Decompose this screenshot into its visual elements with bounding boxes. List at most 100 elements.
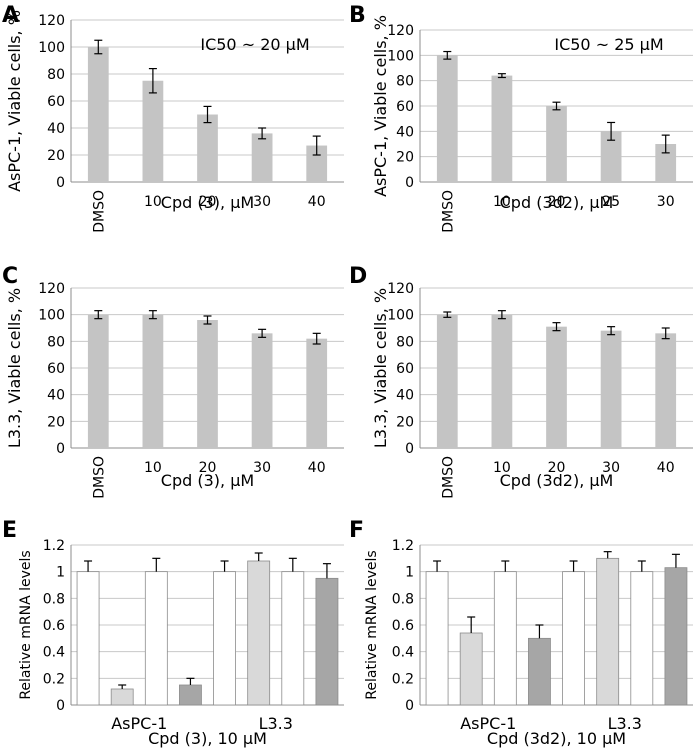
y-tick-label: 40 — [47, 121, 65, 137]
y-tick-label: 80 — [396, 334, 414, 350]
x-tick-label: 30 — [253, 460, 271, 476]
y-tick-label: 0 — [405, 441, 414, 457]
y-tick-label: 120 — [38, 13, 65, 29]
bar — [76, 571, 100, 706]
bar — [436, 55, 458, 183]
panel-b: B 0 20 40 60 80 100 120 DMSO 10 20 25 30 Cpd (3d2), μ… — [349, 3, 693, 233]
y-axis-label: Relative mRNA levels — [18, 550, 34, 699]
y-tick-label: 120 — [387, 23, 414, 39]
bar — [251, 133, 273, 182]
bar — [213, 571, 236, 706]
y-tick-label: 60 — [396, 361, 414, 377]
bar — [179, 684, 202, 706]
x-tick-label: AsPC-1 — [460, 714, 516, 733]
x-tick-label: 40 — [308, 194, 326, 210]
panel-label: B — [349, 3, 366, 28]
bar — [600, 131, 622, 182]
y-axis-label: AsPC-1, Viable cells, % — [5, 10, 24, 192]
bar — [247, 560, 271, 706]
panel-c: C 0 20 40 60 80 100 120 DMSO 10 20 30 40 Cpd (3), μM L… — [2, 264, 344, 499]
x-tick-label: 30 — [253, 194, 271, 210]
bar — [600, 330, 622, 448]
x-tick-label: DMSO — [91, 456, 107, 499]
bar — [144, 571, 168, 706]
y-tick-label: 0 — [56, 698, 65, 714]
x-axis-label: Cpd (3d2), μM — [500, 471, 614, 490]
ic50-annotation: IC50 ~ 20 μM — [200, 35, 309, 54]
bar — [630, 571, 654, 706]
y-tick-label: 20 — [47, 148, 65, 164]
bar — [664, 567, 688, 706]
bar — [315, 577, 339, 706]
bar — [655, 144, 677, 182]
x-tick-label: DMSO — [91, 190, 107, 233]
y-tick-label: 100 — [38, 40, 65, 56]
bar — [528, 637, 551, 706]
bar — [306, 338, 328, 448]
y-tick-label: 0 — [56, 441, 65, 457]
y-tick-label: 0.4 — [43, 645, 65, 661]
bar — [546, 326, 567, 448]
x-tick-label: 10 — [493, 460, 511, 476]
y-tick-label: 120 — [38, 281, 65, 297]
bar — [491, 75, 513, 182]
x-tick-label: 40 — [308, 460, 326, 476]
x-axis-label: Cpd (3), 10 μM — [148, 729, 267, 748]
y-tick-label: 1 — [56, 565, 65, 581]
y-tick-label: 20 — [396, 414, 414, 430]
x-tick-label: 10 — [144, 194, 162, 210]
bar — [306, 145, 328, 182]
x-tick-label: L3.3 — [259, 714, 293, 733]
x-tick-label: 25 — [602, 194, 620, 210]
y-tick-label: 0.2 — [392, 671, 414, 687]
panel-d: D 0 20 40 60 80 100 120 DMSO 10 20 30 40 Cpd (3d2), μ… — [349, 264, 693, 499]
y-tick-label: 40 — [396, 124, 414, 140]
bar — [142, 314, 164, 448]
bar — [251, 333, 273, 448]
x-axis-label: Cpd (3d2), 10 μM — [487, 729, 626, 748]
y-tick-label: 100 — [387, 308, 414, 324]
bar — [281, 571, 305, 706]
bar — [197, 320, 218, 448]
y-tick-label: 100 — [38, 308, 65, 324]
y-tick-label: 60 — [396, 99, 414, 115]
y-tick-label: 1.2 — [392, 538, 414, 554]
x-tick-label: DMSO — [440, 190, 456, 233]
y-tick-label: 80 — [47, 67, 65, 83]
y-tick-label: 0.8 — [392, 591, 414, 607]
x-tick-label: 20 — [548, 194, 566, 210]
y-axis-label: AsPC-1, Viable cells, % — [371, 15, 390, 197]
bar — [493, 571, 517, 706]
y-tick-label: 80 — [47, 334, 65, 350]
y-tick-label: 0 — [56, 175, 65, 191]
x-axis-label: Cpd (3), μM — [161, 193, 254, 212]
x-tick-label: 30 — [602, 460, 620, 476]
x-axis-label: Cpd (3), μM — [161, 471, 254, 490]
bar — [425, 571, 449, 706]
x-tick-label: AsPC-1 — [111, 714, 167, 733]
ic50-annotation: IC50 ~ 25 μM — [554, 35, 663, 54]
bar — [491, 314, 513, 448]
y-tick-label: 0 — [405, 175, 414, 191]
x-tick-label: 20 — [199, 194, 217, 210]
x-tick-label: L3.3 — [608, 714, 642, 733]
x-tick-label: 20 — [199, 460, 217, 476]
bar — [546, 106, 567, 182]
bar — [459, 632, 483, 706]
x-tick-label: 40 — [657, 460, 675, 476]
y-axis-label: Relative mRNA levels — [364, 550, 380, 699]
panel-label: F — [349, 518, 364, 543]
x-tick-label: 20 — [548, 460, 566, 476]
panel-a: A 0 20 40 60 80 100 120 DMSO 10 20 30 40 Cpd (3), μM A… — [2, 3, 344, 233]
bar — [562, 571, 585, 706]
y-tick-label: 100 — [387, 48, 414, 64]
bar — [596, 557, 620, 706]
x-tick-label: 10 — [144, 460, 162, 476]
bar — [87, 47, 109, 182]
y-tick-label: 0.4 — [392, 645, 414, 661]
panel-label: C — [2, 264, 18, 289]
y-tick-label: 20 — [396, 150, 414, 166]
